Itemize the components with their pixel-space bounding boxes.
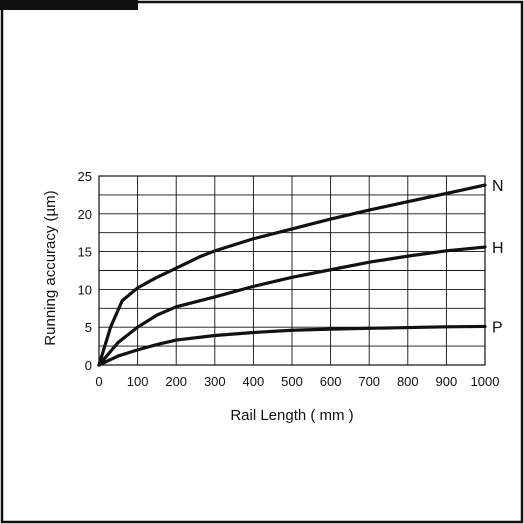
series-label-P: P <box>492 319 503 336</box>
x-tick-label: 900 <box>436 374 458 389</box>
series-line-P <box>97 324 487 367</box>
series-line-N <box>97 183 487 367</box>
x-tick-label: 700 <box>358 374 380 389</box>
y-tick-label: 5 <box>85 320 92 335</box>
plot-border <box>98 175 486 366</box>
x-tick-labels: 0 100 200 300 400 500 600 700 800 900 1000 <box>95 374 499 389</box>
series-label-H: H <box>492 240 504 257</box>
series-labels: N H P <box>492 178 504 336</box>
y-tick-label: 0 <box>85 358 92 373</box>
x-tick-label: 800 <box>397 374 419 389</box>
series-lines <box>97 183 487 367</box>
y-axis-label: Running accuracy (µm) <box>42 190 59 345</box>
x-axis-label: Rail Length ( mm ) <box>230 407 353 424</box>
x-tick-label: 1000 <box>471 374 500 389</box>
y-tick-label: 10 <box>78 282 92 297</box>
y-tick-label: 15 <box>78 245 92 260</box>
y-tick-label: 20 <box>78 207 92 222</box>
x-tick-label: 0 <box>95 374 102 389</box>
series-label-N: N <box>492 178 504 195</box>
y-tick-label: 25 <box>78 169 92 184</box>
x-tick-label: 300 <box>204 374 226 389</box>
x-tick-label: 600 <box>320 374 342 389</box>
x-tick-label: 400 <box>243 374 265 389</box>
series-line-H <box>97 245 487 367</box>
x-tick-label: 200 <box>165 374 187 389</box>
header-tab <box>0 0 138 10</box>
x-tick-label: 100 <box>127 374 149 389</box>
plot-grid <box>98 175 486 366</box>
x-tick-label: 500 <box>281 374 303 389</box>
y-tick-labels: 0 5 10 15 20 25 <box>78 169 92 373</box>
